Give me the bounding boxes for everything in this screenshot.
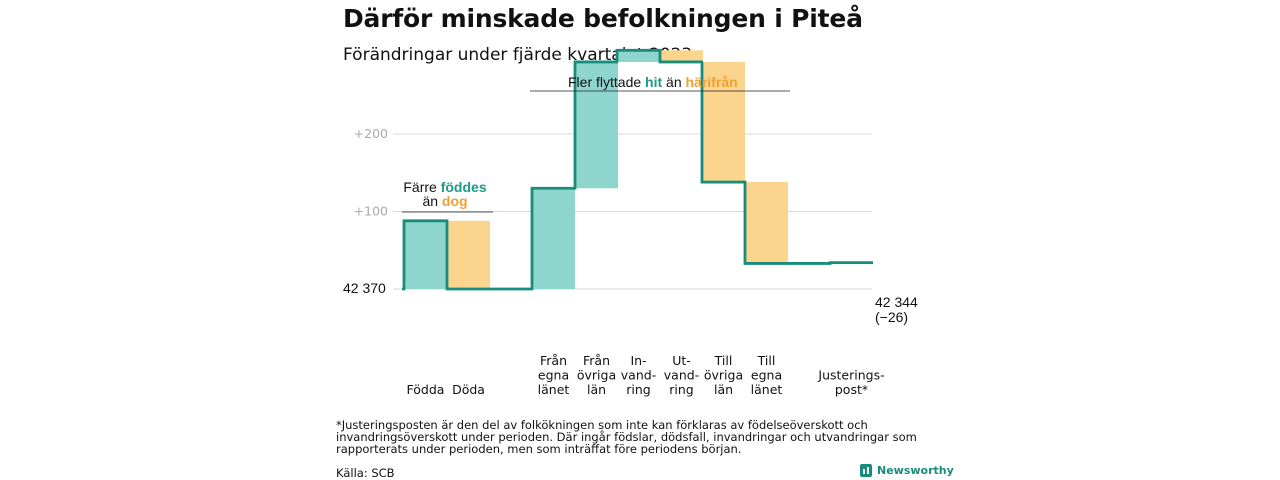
source-label: Källa: SCB xyxy=(336,466,395,480)
x-tick-label: Till xyxy=(714,353,733,368)
chart-subtitle: Förändringar under fjärde kvartalet 2023 xyxy=(343,45,693,65)
x-tick-label: länet xyxy=(751,382,783,397)
x-tick-label: ring xyxy=(669,382,693,397)
footnote: *Justeringsposten är den del av folkökni… xyxy=(336,418,917,456)
bar-4 xyxy=(575,61,618,189)
bar-5 xyxy=(617,50,660,62)
x-tick-label: övriga xyxy=(704,368,743,383)
x-tick-label: Döda xyxy=(452,382,485,397)
x-tick-label: Från xyxy=(583,353,610,368)
newsworthy-logo: Newsworthy xyxy=(860,464,954,477)
x-tick-label: vand- xyxy=(664,368,699,383)
x-tick-label: egna xyxy=(538,368,569,383)
bar-8 xyxy=(745,182,788,264)
x-tick-label: övriga xyxy=(577,368,616,383)
bar-2 xyxy=(447,220,490,289)
x-tick-label: Från xyxy=(540,353,567,368)
y-tick-label: +200 xyxy=(354,126,388,141)
bar-7 xyxy=(702,61,745,183)
cumulative-step-line xyxy=(402,48,873,291)
x-tick-label: In- xyxy=(630,353,646,368)
x-tick-label: Till xyxy=(757,353,776,368)
chart-title: Därför minskade befolkningen i Piteå xyxy=(343,4,863,33)
annotation-migration: Fler flyttade hit än härifrån xyxy=(568,74,738,90)
x-tick-label: egna xyxy=(751,368,782,383)
start-value-label: 42 370 xyxy=(343,280,386,296)
bar-chart-icon xyxy=(860,464,872,477)
brand-name: Newsworthy xyxy=(877,464,954,477)
annotation-births-line1: Färre föddes xyxy=(403,179,486,195)
x-tick-label: län xyxy=(587,382,606,397)
bar-3 xyxy=(532,188,575,289)
x-tick-label: post* xyxy=(835,382,868,397)
waterfall-chart: +100+200 Födda DödaFrånegnalänetFrånövrig… xyxy=(343,48,918,397)
x-tick-label: Justerings- xyxy=(817,368,884,383)
x-tick-label: ring xyxy=(626,382,650,397)
bar-6 xyxy=(660,50,703,62)
x-tick-label: vand- xyxy=(621,368,656,383)
x-tick-label: Födda xyxy=(407,382,445,397)
x-tick-label: Ut- xyxy=(672,353,691,368)
annotation-births-line2: än dog xyxy=(422,193,467,209)
y-tick-label: +100 xyxy=(354,204,388,219)
x-tick-label: län xyxy=(714,382,733,397)
end-value-label: 42 344 xyxy=(875,294,918,310)
change-label: (−26) xyxy=(875,309,908,325)
x-tick-label: länet xyxy=(538,382,570,397)
bar-1 xyxy=(404,220,447,289)
